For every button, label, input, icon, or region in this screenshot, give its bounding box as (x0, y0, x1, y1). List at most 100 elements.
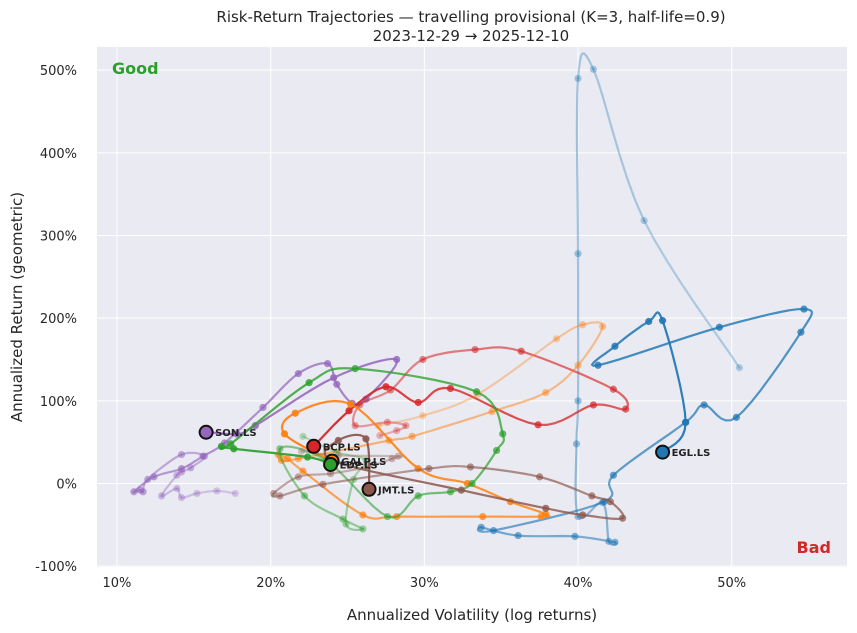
x-tick-label: 10% (103, 576, 132, 591)
data-point (542, 510, 550, 518)
data-point (297, 447, 306, 455)
trajectory-segment (378, 429, 398, 437)
trajectory-segment (544, 364, 580, 394)
data-point (552, 335, 561, 343)
trajectory-segment (175, 487, 183, 499)
data-point (345, 407, 353, 415)
y-tick-label: 100% (40, 395, 77, 410)
data-point (383, 512, 392, 521)
data-point (473, 388, 481, 396)
data-point (457, 486, 465, 494)
data-point (280, 430, 289, 438)
trajectory-segment (278, 445, 328, 462)
data-point (425, 465, 433, 473)
trajectory-segment (703, 403, 738, 422)
data-point (414, 398, 422, 407)
trajectory-segment (215, 489, 237, 495)
data-point (333, 380, 341, 388)
data-point (136, 486, 144, 494)
data-point (594, 361, 602, 369)
data-point (130, 488, 138, 496)
data-point (542, 388, 550, 397)
data-point (177, 465, 186, 473)
data-point (715, 323, 724, 331)
y-axis-label: Annualized Return (geometric) (8, 192, 26, 422)
data-point (606, 498, 614, 506)
data-point (468, 479, 476, 488)
trajectory-segment (354, 367, 478, 393)
trajectory-segment (449, 387, 540, 426)
ticker-label-egl-ls: EGL.LS (672, 448, 711, 459)
data-point (276, 445, 284, 453)
data-point (362, 435, 370, 443)
trajectory-segment (417, 490, 452, 497)
trajectory-segment (490, 391, 547, 413)
trajectory-segment (661, 319, 687, 424)
data-point (334, 436, 342, 445)
data-point (233, 430, 241, 438)
data-point (319, 480, 327, 488)
data-point (419, 355, 427, 364)
trajectory-segment (278, 483, 324, 497)
data-point (187, 464, 195, 472)
data-point (270, 489, 278, 498)
data-point (388, 455, 396, 463)
data-point (579, 511, 587, 519)
trajectory-segment (341, 518, 364, 531)
trajectory-segment (332, 357, 398, 379)
series-egl-ls (476, 52, 814, 546)
trajectory-segment (175, 470, 183, 477)
data-point (351, 364, 359, 373)
data-point (363, 463, 372, 471)
data-point (609, 471, 617, 479)
trajectory-segment (537, 403, 595, 427)
data-point (294, 473, 302, 481)
trajectory-segment (223, 406, 265, 445)
trajectory-segment (347, 385, 387, 412)
data-point (383, 418, 392, 426)
data-point (574, 74, 582, 83)
trajectory-segment (386, 421, 407, 427)
trajectory-segment (395, 424, 408, 432)
data-point (393, 426, 401, 435)
data-point (536, 473, 544, 481)
trajectory-segment (344, 522, 364, 531)
data-point (619, 514, 627, 522)
x-tick-label: 30% (410, 576, 439, 591)
endpoint-egl-ls (655, 444, 671, 460)
data-point (574, 361, 582, 369)
series-layer (130, 52, 814, 546)
trajectory-segment (581, 321, 604, 328)
data-point (300, 492, 309, 500)
data-point (346, 400, 355, 408)
trajectory-segment (303, 494, 344, 521)
trajectory-segment (612, 421, 687, 477)
trajectory-segment (180, 492, 198, 499)
trajectory-segment (335, 451, 368, 462)
data-point (579, 321, 587, 329)
data-point (394, 452, 402, 460)
data-point (342, 520, 350, 528)
x-tick-label: 50% (717, 576, 746, 591)
trajectory-segment (477, 337, 558, 396)
endpoint-jmt-ls (361, 481, 377, 497)
ticker-label-galp-ls: GALP.LS (341, 457, 386, 468)
data-point (283, 455, 292, 463)
x-axis-label: Annualized Volatility (log returns) (347, 606, 597, 624)
data-point (488, 407, 496, 416)
data-point (177, 450, 186, 459)
trajectory-segment (377, 414, 424, 427)
trajectory-segment (261, 372, 300, 409)
data-point (489, 527, 498, 535)
data-point (330, 374, 338, 382)
trajectory-segment (229, 381, 311, 445)
data-point (589, 401, 598, 409)
series-jmt-ls (270, 433, 627, 522)
data-point (173, 484, 181, 493)
trajectory-segment (160, 487, 178, 498)
ticker-label-bcp-ls: BCP.LS (323, 442, 361, 453)
data-point (376, 431, 384, 440)
trajectory-segment (297, 362, 329, 375)
data-point (339, 515, 347, 523)
trajectory-segment (358, 389, 392, 407)
